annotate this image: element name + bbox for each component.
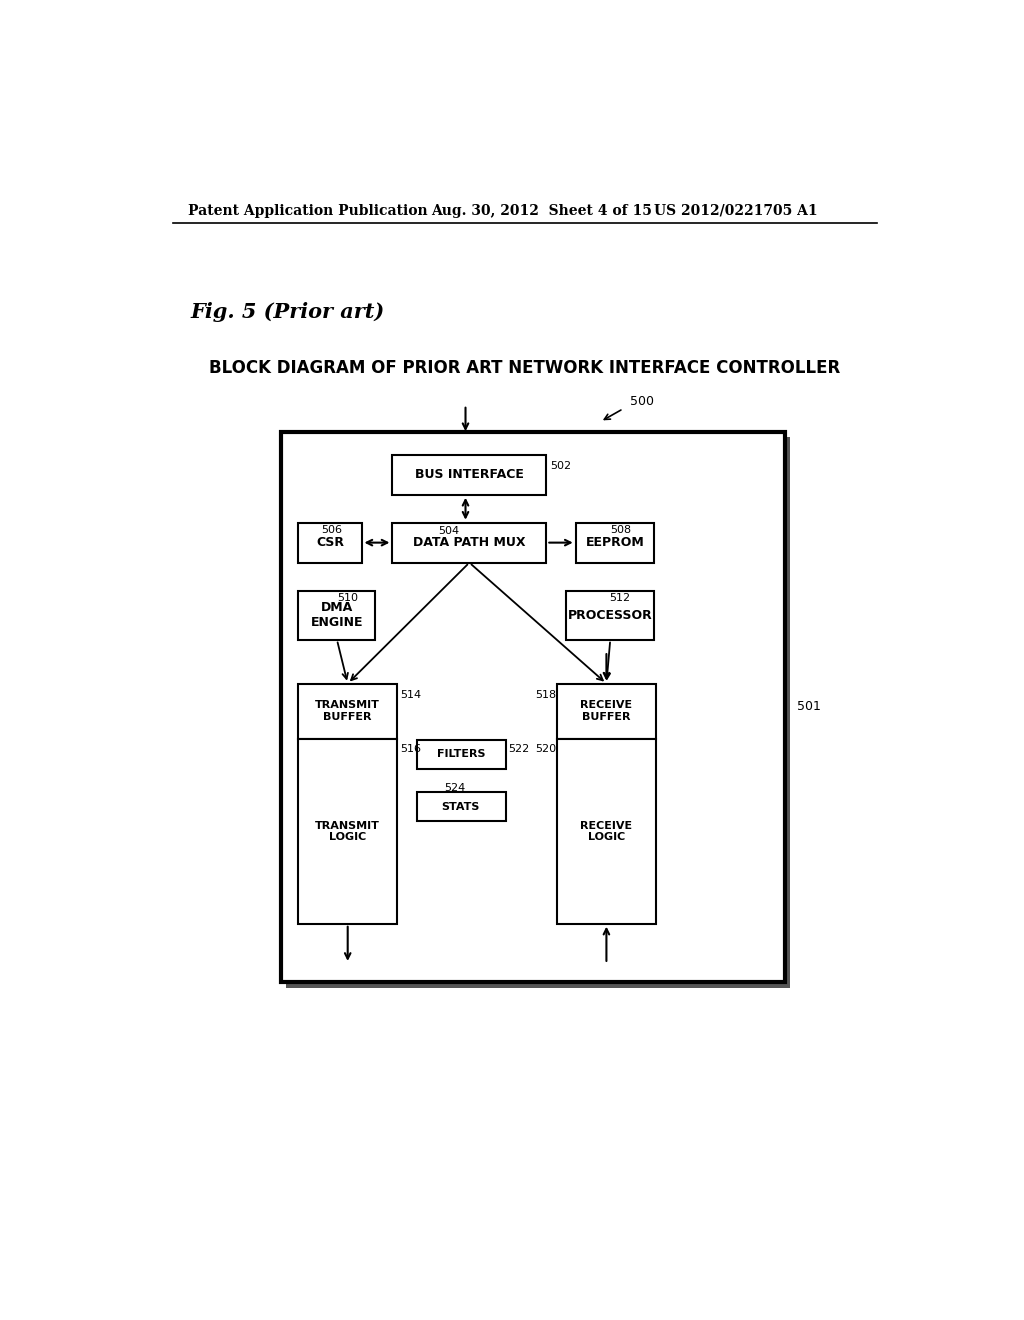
Text: 504: 504 (438, 527, 460, 536)
Text: 514: 514 (400, 689, 421, 700)
Bar (566, 591, 654, 640)
Bar (298, 684, 397, 739)
Bar (298, 739, 397, 924)
Text: Patent Application Publication: Patent Application Publication (188, 203, 428, 218)
Text: TRANSMIT
BUFFER: TRANSMIT BUFFER (315, 701, 380, 722)
Bar (417, 739, 506, 770)
Text: DMA
ENGINE: DMA ENGINE (310, 601, 364, 630)
Text: 518: 518 (536, 689, 557, 700)
Text: 516: 516 (400, 743, 421, 754)
Text: US 2012/0221705 A1: US 2012/0221705 A1 (654, 203, 818, 218)
Text: DATA PATH MUX: DATA PATH MUX (413, 536, 525, 549)
Bar (417, 792, 506, 821)
Text: STATS: STATS (441, 801, 480, 812)
Text: 510: 510 (337, 594, 358, 603)
Text: 501: 501 (798, 700, 821, 713)
Text: CSR: CSR (316, 536, 344, 549)
Text: 502: 502 (550, 461, 571, 471)
Text: TRANSMIT
LOGIC: TRANSMIT LOGIC (315, 821, 380, 842)
Text: 512: 512 (608, 594, 630, 603)
Text: Fig. 5 (Prior art): Fig. 5 (Prior art) (190, 302, 385, 322)
Text: 522: 522 (508, 743, 529, 754)
Text: BUS INTERFACE: BUS INTERFACE (415, 469, 524, 482)
Bar (557, 684, 655, 739)
Bar (298, 523, 361, 562)
Text: 506: 506 (322, 525, 342, 535)
Bar (557, 739, 655, 924)
Text: 508: 508 (610, 525, 632, 535)
Bar (298, 591, 376, 640)
Bar (392, 523, 547, 562)
Text: 524: 524 (444, 783, 465, 793)
Text: FILTERS: FILTERS (436, 750, 485, 759)
Bar (392, 455, 547, 495)
Bar (281, 432, 785, 982)
Text: RECEIVE
BUFFER: RECEIVE BUFFER (581, 701, 633, 722)
Text: EEPROM: EEPROM (586, 536, 644, 549)
Text: Aug. 30, 2012  Sheet 4 of 15: Aug. 30, 2012 Sheet 4 of 15 (431, 203, 651, 218)
Bar (286, 437, 791, 987)
Bar (575, 523, 654, 562)
Text: 520: 520 (536, 743, 557, 754)
Text: RECEIVE
LOGIC: RECEIVE LOGIC (581, 821, 633, 842)
Text: PROCESSOR: PROCESSOR (568, 609, 652, 622)
Text: 500: 500 (630, 395, 653, 408)
Text: BLOCK DIAGRAM OF PRIOR ART NETWORK INTERFACE CONTROLLER: BLOCK DIAGRAM OF PRIOR ART NETWORK INTER… (209, 359, 841, 376)
